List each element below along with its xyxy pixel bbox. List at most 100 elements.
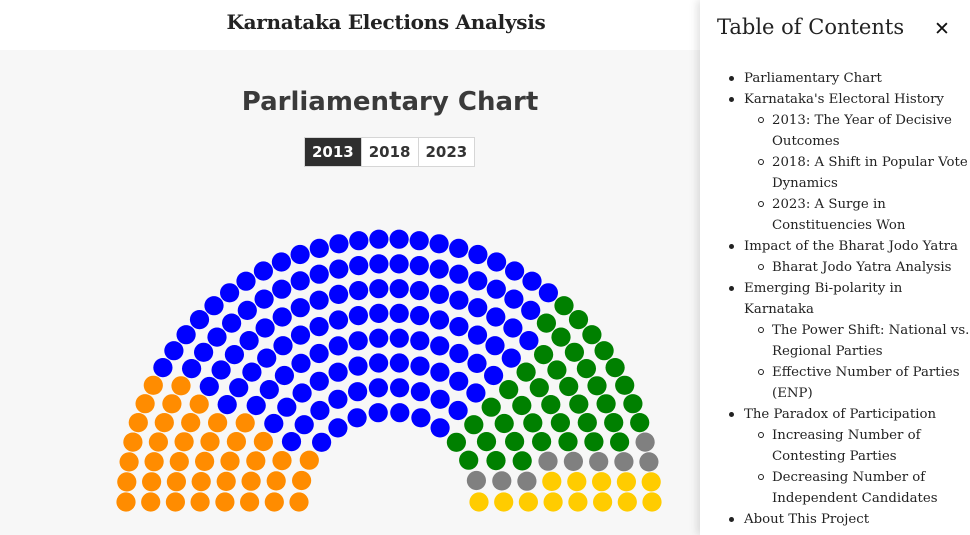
seat-dot — [410, 306, 430, 326]
toc-sublink[interactable]: Bharat Jodo Yatra Analysis — [772, 260, 952, 275]
seat-dot — [266, 471, 286, 491]
seat-dot — [504, 261, 525, 281]
seat-dot — [538, 451, 558, 471]
seat-dot — [222, 313, 242, 333]
seat-dot — [558, 432, 578, 452]
year-button-2023[interactable]: 2023 — [425, 143, 468, 161]
toc-link[interactable]: Impact of the Bharat Jodo Yatra — [744, 239, 958, 254]
close-icon[interactable]: ✕ — [934, 18, 950, 40]
seat-dot — [512, 395, 532, 416]
year-button-2013[interactable]: 2013 — [305, 138, 362, 166]
seat-dot — [328, 418, 348, 438]
seat-dot — [141, 492, 161, 512]
toc-sublink[interactable]: The Power Shift: National vs. Regional P… — [772, 323, 970, 359]
seat-dot — [215, 492, 235, 512]
seat-dot — [272, 451, 292, 471]
seat-dot — [518, 492, 539, 512]
seat-dot — [290, 271, 310, 291]
seat-dot — [642, 492, 662, 512]
toc-subitem: Bharat Jodo Yatra Analysis — [758, 257, 970, 278]
table-of-contents-panel: Table of Contents ✕ Parliamentary Chart K… — [700, 0, 970, 535]
seat-dot — [485, 336, 505, 356]
seat-dot — [309, 290, 329, 310]
seat-dot — [446, 432, 466, 452]
toc-link[interactable]: Parliamentary Chart — [744, 71, 882, 86]
seat-dot — [195, 451, 215, 471]
seat-dot — [143, 375, 163, 395]
seat-dot — [164, 341, 184, 361]
seat-dot — [135, 394, 155, 414]
seat-dot — [610, 432, 630, 452]
seat-dot — [430, 336, 450, 356]
seat-dot — [409, 281, 429, 301]
toc-sublink[interactable]: Decreasing Number of Independent Candida… — [772, 470, 938, 506]
toc-link[interactable]: About This Project — [744, 512, 870, 527]
seat-dot — [469, 492, 489, 512]
seat-dot — [148, 432, 168, 452]
seat-dot — [154, 413, 174, 433]
parliament-chart — [116, 229, 662, 512]
seat-dot — [299, 450, 319, 470]
seat-dot — [236, 271, 256, 291]
seat-dot — [504, 289, 524, 309]
seat-dot — [484, 365, 504, 386]
seat-dot — [294, 415, 314, 435]
seat-dot — [246, 451, 266, 471]
seat-dot — [519, 331, 539, 351]
seat-dot — [577, 413, 597, 433]
seat-dot — [541, 395, 561, 415]
toc-sublink[interactable]: Increasing Number of Contesting Parties — [772, 428, 921, 464]
toc-sublist: Bharat Jodo Yatra Analysis — [758, 257, 970, 278]
seat-dot — [494, 492, 514, 512]
seat-dot — [459, 450, 479, 470]
seat-dot — [309, 238, 329, 258]
chart-section: Parliamentary Chart 2013 2018 2023 — [0, 50, 700, 535]
seat-dot — [369, 279, 389, 299]
toc-sublink[interactable]: 2013: The Year of Decisive Outcomes — [772, 113, 952, 149]
seat-dot — [592, 472, 612, 492]
seat-dot — [253, 431, 273, 452]
seat-dot — [259, 380, 279, 400]
seat-dot — [389, 254, 409, 274]
seat-dot — [605, 358, 625, 378]
seat-dot — [604, 413, 624, 433]
seat-dot — [635, 432, 655, 452]
year-button-2018[interactable]: 2018 — [362, 138, 419, 166]
seat-dot — [369, 254, 389, 274]
toc-sublist: The Power Shift: National vs. Regional P… — [758, 320, 970, 404]
seat-dot — [409, 256, 429, 276]
seat-dot — [328, 362, 348, 382]
seat-dot — [522, 271, 542, 291]
toc-item: The Paradox of Participation Increasing N… — [729, 404, 970, 509]
toc-link[interactable]: Karnataka's Electoral History — [744, 92, 944, 107]
seat-dot — [466, 470, 486, 491]
seat-dot — [547, 360, 567, 380]
seat-dot — [551, 327, 571, 347]
toc-link[interactable]: The Paradox of Participation — [744, 407, 937, 422]
toc-subitem: 2013: The Year of Decisive Outcomes — [758, 110, 970, 152]
toc-subitem: The Power Shift: National vs. Regional P… — [758, 320, 970, 362]
toc-link[interactable]: Emerging Bi-polarity in Karnataka — [744, 281, 903, 317]
seat-dot — [220, 451, 240, 471]
seat-dot — [349, 256, 369, 276]
seat-dot — [328, 310, 349, 330]
seat-dot — [116, 492, 136, 512]
seat-dot — [409, 231, 429, 251]
seat-dot — [128, 413, 148, 433]
toc-sublink[interactable]: 2018: A Shift in Popular Vote Dynamics — [772, 155, 968, 191]
toc-sublink[interactable]: 2023: A Surge in Constituencies Won — [772, 197, 906, 233]
seat-dot — [615, 375, 635, 395]
toc-sublist: Increasing Number of Contesting Parties D… — [758, 425, 970, 509]
toc-sublink[interactable]: Effective Number of Parties (ENP) — [772, 365, 960, 401]
seat-dot — [429, 284, 449, 304]
seat-dot — [486, 279, 506, 299]
seat-dot — [430, 362, 450, 382]
seat-dot — [274, 365, 294, 386]
seat-dot — [169, 452, 189, 472]
seat-dot — [563, 451, 584, 471]
seat-dot — [123, 432, 143, 452]
chart-title: Parliamentary Chart — [241, 87, 539, 117]
seat-dot — [312, 432, 332, 452]
seat-dot — [449, 343, 469, 364]
seat-dot — [538, 283, 559, 303]
